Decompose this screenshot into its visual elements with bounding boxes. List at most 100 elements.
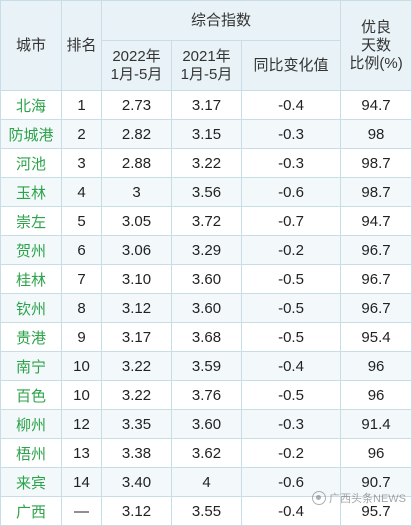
cell-change: -0.7: [240, 206, 342, 236]
cell-change: -0.5: [240, 380, 342, 410]
cell-change: -0.6: [240, 467, 342, 497]
cell-change: -0.3: [240, 148, 342, 178]
cell-2022: 3.12: [101, 293, 172, 323]
cell-good-days: 95.4: [340, 322, 412, 352]
cell-good-days: 90.7: [340, 467, 412, 497]
cell-rank: 10: [61, 380, 102, 410]
header-good-days: 优良 天数 比例(%): [340, 0, 412, 91]
cell-change: -0.4: [240, 496, 342, 526]
cell-city: 百色: [0, 380, 62, 410]
cell-rank: 2: [61, 119, 102, 149]
cell-city: 贵港: [0, 322, 62, 352]
cell-2021: 3.62: [171, 438, 242, 468]
cell-change: -0.4: [240, 90, 342, 120]
cell-rank: 6: [61, 235, 102, 265]
header-good-days-text: 优良 天数 比例(%): [349, 18, 403, 72]
cell-city: 贺州: [0, 235, 62, 265]
cell-good-days: 98.7: [340, 177, 412, 207]
table-row: 桂林 7 3.10 3.60 -0.5 96.7: [0, 264, 412, 294]
cell-change: -0.4: [240, 351, 342, 381]
cell-city: 河池: [0, 148, 62, 178]
cell-rank: 12: [61, 409, 102, 439]
table-row: 河池 3 2.88 3.22 -0.3 98.7: [0, 148, 412, 178]
cell-city: 梧州: [0, 438, 62, 468]
cell-2022: 3.38: [101, 438, 172, 468]
cell-rank: 1: [61, 90, 102, 120]
cell-good-days: 91.4: [340, 409, 412, 439]
table-row: 广西 —3.12 3.55 -0.4 95.7: [0, 496, 412, 526]
cell-2022: 3.06: [101, 235, 172, 265]
table-row: 钦州 8 3.12 3.60 -0.5 96.7: [0, 293, 412, 323]
cell-city: 广西: [0, 496, 62, 526]
cell-2021: 3.59: [171, 351, 242, 381]
cell-good-days: 96.7: [340, 235, 412, 265]
cell-good-days: 98: [340, 119, 412, 149]
cell-2022: 3.22: [101, 380, 172, 410]
cell-rank: 8: [61, 293, 102, 323]
cell-rank: —: [61, 496, 102, 526]
table-row: 柳州 12 3.35 3.60 -0.3 91.4: [0, 409, 412, 439]
cell-change: -0.6: [240, 177, 342, 207]
header-composite-index: 综合指数: [100, 0, 342, 41]
cell-rank: 14: [61, 467, 102, 497]
cell-2022: 3.12: [101, 496, 172, 526]
cell-2021: 3.68: [171, 322, 242, 352]
table-row: 防城港 2 2.82 3.15 -0.3 98: [0, 119, 412, 149]
table-body: 北海 1 2.73 3.17 -0.4 94.7 防城港 2 2.82 3.15 -0.3 98 河池 3…: [0, 90, 412, 526]
cell-2022: 3.40: [101, 467, 172, 497]
cell-2021: 3.55: [171, 496, 242, 526]
header-2022-text: 2022年 1月-5月: [110, 47, 163, 83]
cell-2021: 3.29: [171, 235, 242, 265]
cell-2022: 2.73: [101, 90, 172, 120]
header-city: 城市: [0, 0, 62, 91]
header-rank: 排名: [61, 0, 102, 91]
header-2021: 2021年 1月-5月: [171, 40, 242, 91]
cell-2022: 3: [101, 177, 172, 207]
cell-city: 柳州: [0, 409, 62, 439]
cell-2021: 3.60: [171, 409, 242, 439]
cell-rank: 10: [61, 351, 102, 381]
cell-2021: 3.60: [171, 264, 242, 294]
table-row: 梧州 13 3.38 3.62 -0.2 96: [0, 438, 412, 468]
cell-good-days: 96.7: [340, 293, 412, 323]
table-row: 玉林 4 3 3.56 -0.6 98.7: [0, 177, 412, 207]
cell-city: 防城港: [0, 119, 62, 149]
cell-2022: 3.17: [101, 322, 172, 352]
cell-city: 来宾: [0, 467, 62, 497]
cell-2021: 3.22: [171, 148, 242, 178]
cell-2022: 3.35: [101, 409, 172, 439]
cell-2021: 3.17: [171, 90, 242, 120]
cell-change: -0.2: [240, 235, 342, 265]
table-row: 贺州 6 3.06 3.29 -0.2 96.7: [0, 235, 412, 265]
cell-2021: 3.15: [171, 119, 242, 149]
cell-rank: 5: [61, 206, 102, 236]
cell-rank: 3: [61, 148, 102, 178]
cell-rank: 4: [61, 177, 102, 207]
header-change: 同比变化值: [240, 40, 342, 91]
table-row: 北海 1 2.73 3.17 -0.4 94.7: [0, 90, 412, 120]
cell-rank: 9: [61, 322, 102, 352]
cell-change: -0.2: [240, 438, 342, 468]
cell-rank: 7: [61, 264, 102, 294]
cell-change: -0.3: [240, 409, 342, 439]
cell-2022: 2.82: [101, 119, 172, 149]
cell-2021: 3.76: [171, 380, 242, 410]
cell-2022: 3.05: [101, 206, 172, 236]
cell-good-days: 94.7: [340, 90, 412, 120]
cell-change: -0.3: [240, 119, 342, 149]
cell-good-days: 98.7: [340, 148, 412, 178]
table-row: 百色 10 3.22 3.76 -0.5 96: [0, 380, 412, 410]
table-row: 贵港 9 3.17 3.68 -0.5 95.4: [0, 322, 412, 352]
table-row: 来宾 14 3.40 4 -0.6 90.7: [0, 467, 412, 497]
cell-good-days: 94.7: [340, 206, 412, 236]
cell-change: -0.5: [240, 322, 342, 352]
cell-rank: 13: [61, 438, 102, 468]
cell-city: 南宁: [0, 351, 62, 381]
header-row-2: 2022年 1月-5月 2021年 1月-5月 同比变化值: [1, 40, 412, 91]
cell-2022: 3.10: [101, 264, 172, 294]
cell-city: 北海: [0, 90, 62, 120]
header-2022: 2022年 1月-5月: [101, 40, 172, 91]
cell-city: 玉林: [0, 177, 62, 207]
